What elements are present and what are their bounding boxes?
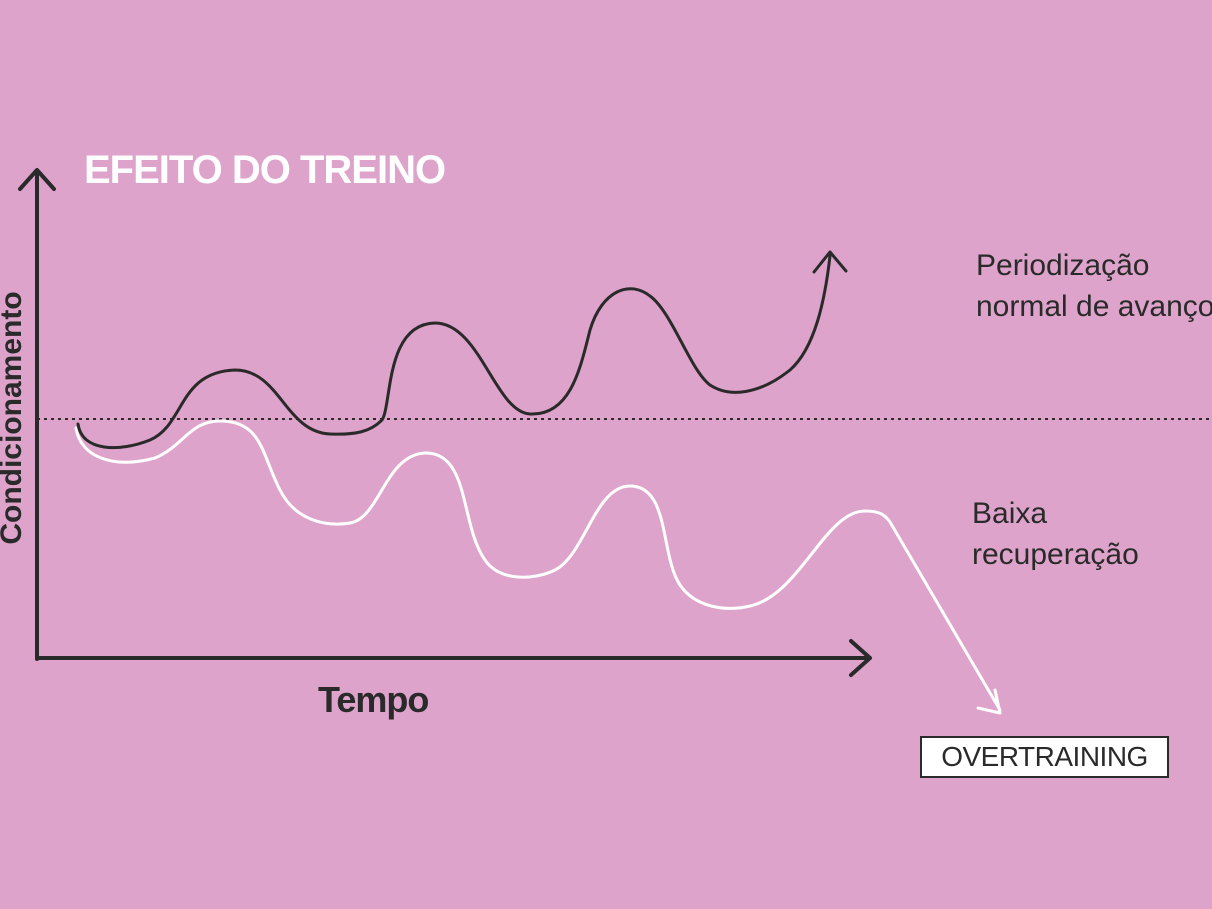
low-recovery-label: Baixa recuperação	[972, 493, 1139, 575]
low-recovery-label-line-1: Baixa	[972, 497, 1048, 530]
low-recovery-curve	[74, 419, 1002, 712]
normal-periodization-arrowhead	[812, 250, 848, 274]
low-recovery-arrowhead	[976, 688, 1002, 715]
diagram-title: EFEITO DO TREINO	[84, 148, 446, 192]
y-axis-label: Condicionamento	[0, 291, 28, 545]
overtraining-badge: OVERTRAINING	[920, 736, 1169, 778]
normal-periodization-curve	[76, 254, 832, 450]
x-axis-arrowhead	[849, 639, 872, 677]
normal-periodization-label-line-1: Periodização	[976, 249, 1150, 282]
x-axis-label: Tempo	[318, 679, 429, 720]
low-recovery-label-line-2: recuperação	[972, 538, 1139, 571]
normal-periodization-label: Periodização normal de avanço	[976, 245, 1212, 327]
y-axis-arrowhead	[18, 168, 56, 191]
normal-periodization-label-line-2: normal de avanço	[976, 290, 1212, 323]
